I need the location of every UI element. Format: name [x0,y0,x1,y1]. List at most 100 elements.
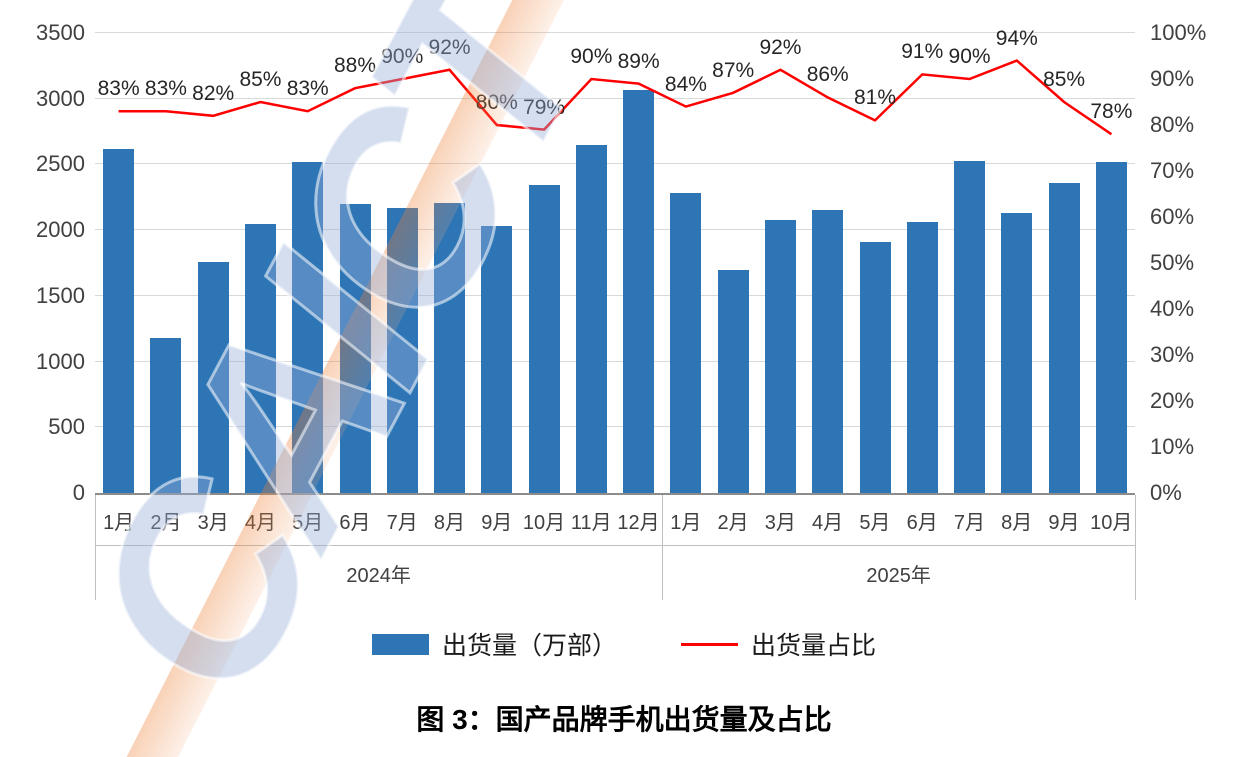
month-label-12: 1月 [670,511,702,534]
gridline [95,229,1135,231]
right-axis-label: 100% [1150,20,1207,45]
year-label-0: 2024年 [346,564,411,587]
data-label-19: 94% [995,26,1038,50]
bar-4 [292,161,324,493]
bar-10 [575,144,607,493]
bar-6 [386,207,418,493]
bar-21 [1095,161,1127,493]
data-label-16: 81% [853,86,897,110]
month-axis: 1月 2月 3月 4月 5月 6月 7月 8月 9月 10月 11月 12月 1月 2月 3月 4月 5月 6月 7… [95,495,1135,546]
month-label-18: 7月 [953,511,985,534]
bar-15 [812,210,844,493]
gridline [95,163,1135,165]
month-label-16: 5月 [859,511,891,534]
plot-area: 83% 83% 82% 85% 83% 88% 90% 92% 80% 79% 90% 89% 84% 8… [95,27,1135,493]
left-axis-label: 2500 [36,151,85,177]
data-label-6: 90% [381,45,424,68]
month-label-21: 10月 [1090,511,1133,534]
data-label-8: 80% [475,91,518,114]
bar-12 [670,193,702,493]
right-axis-label: 60% [1150,204,1195,229]
month-label-9: 10月 [522,511,566,534]
legend-label-share: 出货量占比 [751,632,877,660]
month-label-8: 9月 [481,511,513,534]
data-label-20: 85% [1043,68,1086,91]
month-label-15: 4月 [812,511,844,534]
bar-2 [197,261,229,493]
month-label-11: 12月 [617,511,660,534]
data-label-10: 90% [570,45,613,68]
line-series [118,59,1113,136]
month-label-1: 2月 [150,511,182,534]
data-label-12: 84% [664,72,707,96]
bar-14 [764,219,796,493]
month-label-6: 7月 [386,511,418,534]
line-swatch-icon [681,642,738,646]
bar-1 [150,337,182,493]
data-label-21: 78% [1090,100,1133,124]
bar-13 [717,269,749,493]
legend-item-share: 出货量占比 [681,626,876,662]
month-label-5: 6月 [339,511,371,534]
left-axis-label: 2000 [36,217,85,243]
bar-8 [481,226,513,493]
data-label-4: 83% [286,77,329,101]
year-axis: 2024年 2025年 [95,546,1135,600]
month-label-13: 2月 [717,511,749,534]
bar-7 [434,202,466,493]
data-label-0: 83% [97,77,140,101]
bar-11 [623,89,655,493]
month-label-4: 5月 [292,511,324,534]
data-label-15: 86% [806,63,849,87]
right-axis-label: 40% [1150,296,1195,321]
year-label-1: 2025年 [866,564,931,587]
data-label-14: 92% [759,35,802,59]
right-axis-label: 50% [1150,250,1195,275]
data-label-2: 82% [192,81,235,105]
bar-16 [859,241,891,493]
month-label-17: 6月 [906,511,938,534]
left-axis-label: 500 [48,414,85,440]
legend-item-shipments: 出货量（万部） [371,626,617,662]
legend: 出货量（万部） 出货量占比 [0,626,1248,662]
left-axis-label: 1000 [36,348,85,374]
right-axis-label: 10% [1150,434,1195,459]
bar-0 [103,148,135,493]
right-axis: 0% 10% 20% 30% 40% 50% 60% 70% 80% 90% 100% [1150,20,1245,505]
chart-title: 图 3：国产品牌手机出货量及占比 [416,704,832,735]
right-axis-label: 90% [1150,66,1195,91]
month-label-19: 8月 [1001,511,1033,534]
left-axis-label: 3000 [36,85,85,111]
left-axis-label: 0 [72,480,85,505]
month-label-2: 3月 [197,511,229,534]
month-label-7: 8月 [433,511,466,534]
data-label-13: 87% [712,58,755,82]
data-label-11: 89% [617,49,660,73]
gridline [95,97,1135,99]
left-axis-label: 1500 [36,282,85,308]
month-label-3: 4月 [244,511,276,534]
data-label-7: 92% [428,35,471,59]
gridline [95,426,1135,428]
right-axis-label: 0% [1150,480,1182,505]
data-label-9: 79% [523,95,566,119]
data-label-18: 90% [948,45,991,68]
bar-17 [906,222,938,493]
gridline [95,32,1135,33]
data-label-17: 91% [901,40,944,64]
month-label-10: 11月 [570,511,612,534]
month-label-20: 9月 [1048,511,1080,534]
bar-3 [244,223,276,493]
bar-swatch-icon [371,633,429,655]
bar-20 [1048,182,1080,493]
bar-19 [1001,213,1033,493]
right-axis-label: 70% [1150,158,1195,183]
data-label-1: 83% [144,77,187,101]
month-label-0: 1月 [103,511,135,534]
right-axis-label: 20% [1150,388,1195,413]
bar-5 [339,203,371,493]
x-axis-line [95,493,1135,495]
gridline [95,360,1135,362]
bar-18 [954,160,986,493]
right-axis-label: 30% [1150,342,1195,367]
